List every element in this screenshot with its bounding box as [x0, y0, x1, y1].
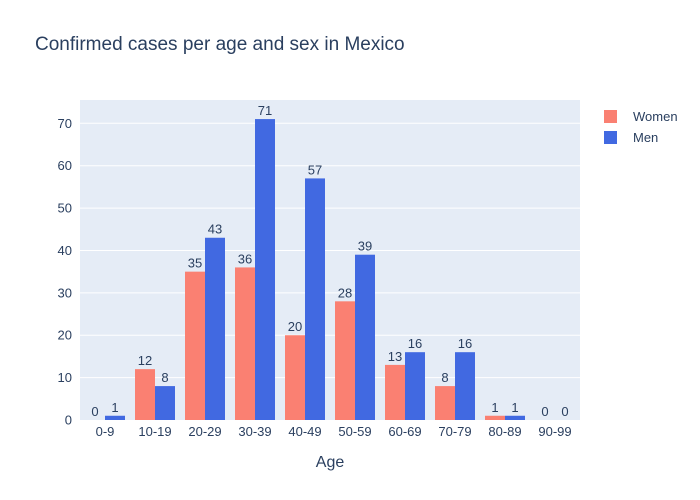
gridlines	[80, 122, 580, 379]
data-label: 28	[338, 285, 352, 300]
data-label: 20	[288, 319, 302, 334]
bar-women-50-59[interactable]	[335, 301, 355, 420]
x-tick-label: 10-19	[138, 424, 171, 439]
x-tick-label: 70-79	[438, 424, 471, 439]
data-label: 0	[541, 404, 548, 419]
data-label: 39	[358, 239, 372, 254]
bar-men-40-49[interactable]	[305, 178, 325, 420]
bars	[105, 119, 525, 420]
bar-men-10-19[interactable]	[155, 386, 175, 420]
legend-item-men[interactable]: Men	[604, 130, 658, 145]
y-tick-label: 60	[58, 158, 72, 173]
data-label: 1	[511, 400, 518, 415]
data-label: 36	[238, 251, 252, 266]
legend-item-women[interactable]: Women	[604, 109, 678, 124]
bar-men-60-69[interactable]	[405, 352, 425, 420]
bar-women-60-69[interactable]	[385, 364, 405, 420]
bar-men-70-79[interactable]	[455, 352, 475, 420]
data-label: 16	[458, 336, 472, 351]
y-axis-ticks: 0 10 20 30 40 50 60 70	[58, 116, 72, 428]
legend-label: Women	[633, 109, 678, 124]
bar-women-20-29[interactable]	[185, 271, 205, 420]
y-tick-label: 20	[58, 328, 72, 343]
data-label: 1	[491, 400, 498, 415]
x-tick-label: 90-99	[538, 424, 571, 439]
y-tick-label: 70	[58, 116, 72, 131]
bar-men-50-59[interactable]	[355, 254, 375, 420]
bar-women-30-39[interactable]	[235, 267, 255, 420]
bar-men-80-89[interactable]	[505, 415, 525, 420]
x-tick-label: 60-69	[388, 424, 421, 439]
data-label: 1	[111, 400, 118, 415]
data-label: 57	[308, 162, 322, 177]
bar-men-20-29[interactable]	[205, 237, 225, 420]
x-tick-label: 0-9	[96, 424, 115, 439]
data-label: 0	[561, 404, 568, 419]
x-axis-ticks: 0-9 10-19 20-29 30-39 40-49 50-59 60-69 70-79 80…	[96, 424, 572, 439]
y-tick-label: 10	[58, 370, 72, 385]
bar-women-70-79[interactable]	[435, 386, 455, 420]
x-tick-label: 40-49	[288, 424, 321, 439]
x-tick-label: 50-59	[338, 424, 371, 439]
plot-background	[80, 100, 580, 420]
data-label: 13	[388, 349, 402, 364]
data-label: 12	[138, 353, 152, 368]
bar-women-10-19[interactable]	[135, 369, 155, 420]
data-label: 0	[91, 404, 98, 419]
bar-women-40-49[interactable]	[285, 335, 305, 420]
data-label: 8	[441, 370, 448, 385]
data-label: 43	[208, 222, 222, 237]
x-tick-label: 80-89	[488, 424, 521, 439]
x-axis-label: Age	[316, 454, 345, 471]
x-tick-label: 20-29	[188, 424, 221, 439]
bar-women-80-89[interactable]	[485, 415, 505, 420]
bar-men-30-39[interactable]	[255, 119, 275, 420]
data-label: 71	[258, 103, 272, 118]
data-label: 16	[408, 336, 422, 351]
legend-swatch	[604, 131, 617, 144]
legend-label: Men	[633, 130, 658, 145]
y-tick-label: 0	[65, 413, 72, 428]
legend[interactable]: Women Men	[604, 109, 678, 145]
data-label: 35	[188, 256, 202, 271]
chart-title: Confirmed cases per age and sex in Mexic…	[35, 34, 405, 55]
y-tick-label: 40	[58, 243, 72, 258]
legend-swatch	[604, 110, 617, 123]
data-label: 8	[161, 370, 168, 385]
x-tick-label: 30-39	[238, 424, 271, 439]
bar-men-0-9[interactable]	[105, 415, 125, 420]
y-tick-label: 50	[58, 201, 72, 216]
y-tick-label: 30	[58, 285, 72, 300]
